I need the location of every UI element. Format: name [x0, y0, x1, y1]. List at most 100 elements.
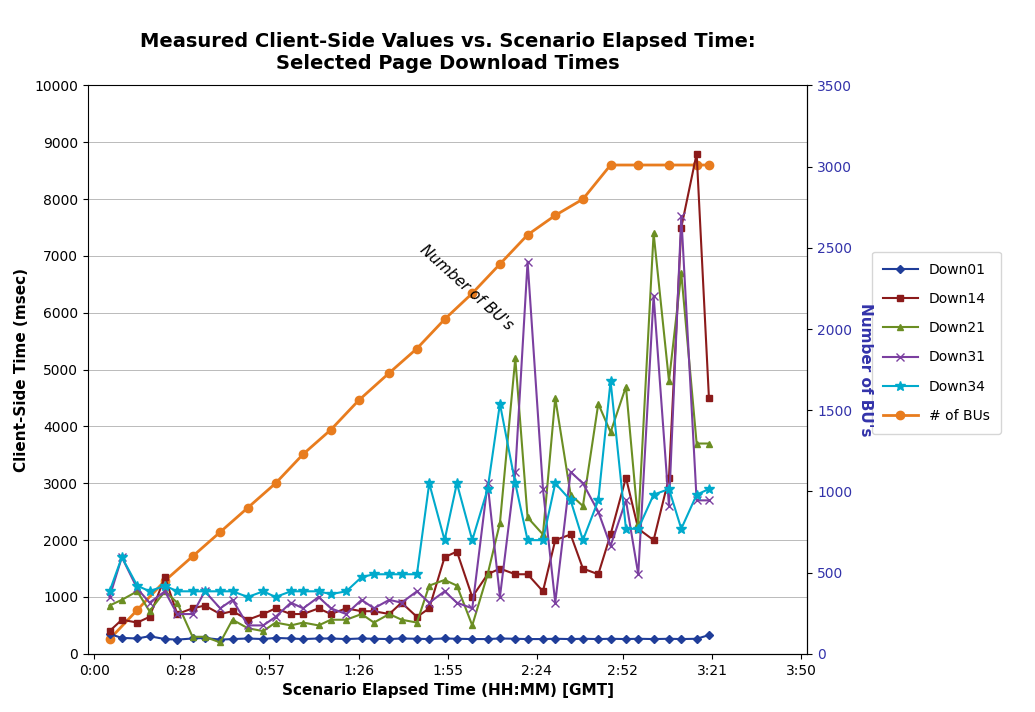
Down31 [367, 604, 380, 612]
Down14 [662, 473, 675, 482]
Down31 [411, 587, 423, 595]
Down34 [620, 525, 632, 533]
Line: Down31: Down31 [106, 212, 713, 629]
Down21 [549, 394, 561, 402]
Down34 [703, 485, 715, 493]
Down31 [341, 609, 353, 618]
# of BUs [241, 503, 254, 512]
Down31 [158, 587, 171, 595]
Down01 [494, 634, 506, 643]
Down31 [423, 598, 436, 607]
Down01 [313, 634, 325, 643]
Down14 [690, 150, 703, 158]
Y-axis label: Client-Side Time (msec): Client-Side Time (msec) [13, 268, 29, 471]
Down14 [383, 609, 395, 618]
Down21 [104, 601, 116, 609]
Down34 [423, 479, 436, 488]
Y-axis label: Number of BU's: Number of BU's [858, 303, 873, 436]
Down34 [509, 479, 522, 488]
# of BUs [352, 396, 364, 404]
Down01 [158, 635, 171, 644]
Text: Number of BU's: Number of BU's [417, 242, 515, 333]
Down21 [450, 582, 463, 590]
Down01 [104, 629, 116, 638]
# of BUs [522, 231, 534, 239]
Down34 [395, 570, 408, 579]
# of BUs [576, 195, 589, 204]
Down31 [143, 598, 155, 607]
Down34 [648, 491, 660, 499]
Down34 [383, 570, 395, 579]
Down14 [355, 607, 367, 615]
Down21 [171, 598, 183, 607]
Down21 [494, 519, 506, 528]
Down01 [395, 634, 408, 643]
# of BUs [466, 289, 478, 298]
Down21 [383, 609, 395, 618]
Down21 [297, 618, 309, 627]
Down21 [341, 615, 353, 624]
Down01 [509, 634, 522, 643]
Down21 [648, 229, 660, 238]
Down01 [481, 635, 494, 644]
Down34 [494, 399, 506, 408]
Down34 [131, 582, 144, 590]
Down31 [592, 508, 604, 516]
Down34 [116, 553, 128, 562]
Down21 [537, 530, 550, 539]
Down31 [576, 479, 589, 488]
Down21 [241, 624, 254, 632]
Line: Down34: Down34 [105, 376, 714, 602]
Down21 [576, 502, 589, 511]
Down01 [383, 635, 395, 644]
Down14 [158, 573, 171, 582]
Down14 [620, 473, 632, 482]
# of BUs [325, 426, 337, 434]
Down01 [620, 635, 632, 644]
Down34 [313, 587, 325, 595]
Down21 [131, 587, 144, 595]
# of BUs [158, 577, 171, 585]
# of BUs [297, 450, 309, 459]
Down31 [257, 621, 269, 629]
Down34 [214, 587, 227, 595]
Down01 [131, 634, 144, 643]
Down14 [423, 604, 436, 612]
Down21 [522, 513, 534, 522]
Down14 [395, 598, 408, 607]
Down14 [241, 615, 254, 624]
Down01 [576, 634, 589, 643]
Down34 [604, 377, 617, 385]
Down14 [632, 525, 645, 533]
Down34 [257, 587, 269, 595]
Down14 [104, 627, 116, 635]
Down34 [576, 536, 589, 545]
Down31 [227, 595, 239, 604]
Down14 [592, 570, 604, 579]
Down01 [703, 631, 715, 639]
Down21 [423, 582, 436, 590]
Down31 [675, 212, 687, 221]
Line: Down21: Down21 [106, 230, 712, 646]
Down14 [313, 604, 325, 612]
Down31 [269, 612, 282, 621]
Down14 [549, 536, 561, 545]
Down01 [632, 634, 645, 643]
Down31 [104, 592, 116, 601]
# of BUs [104, 635, 116, 644]
Down21 [632, 519, 645, 528]
Down01 [367, 634, 380, 643]
Down21 [395, 615, 408, 624]
Down34 [186, 587, 199, 595]
Down14 [131, 618, 144, 627]
Down01 [522, 635, 534, 644]
Down14 [509, 570, 522, 579]
Down34 [439, 536, 451, 545]
Down01 [439, 634, 451, 643]
Down14 [675, 224, 687, 232]
Down21 [269, 618, 282, 627]
Line: # of BUs: # of BUs [106, 161, 713, 644]
# of BUs [439, 315, 451, 323]
Down14 [537, 587, 550, 595]
Down21 [564, 491, 576, 499]
